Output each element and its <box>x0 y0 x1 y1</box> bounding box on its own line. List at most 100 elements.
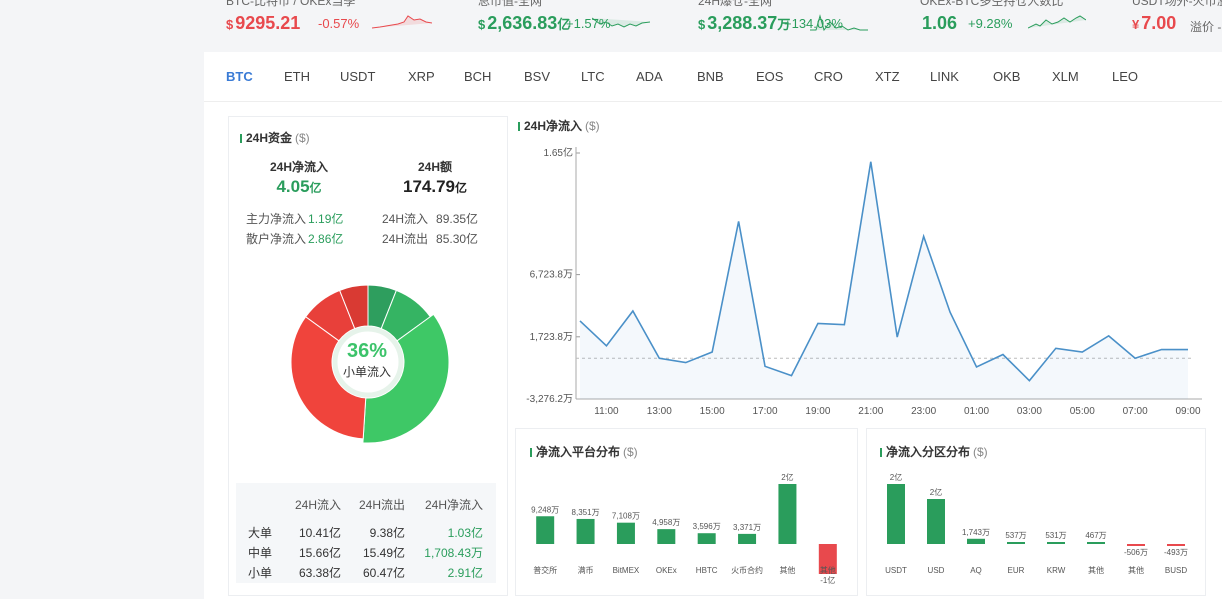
bar-category-label: 其他 <box>779 565 795 575</box>
bar[interactable] <box>967 538 985 544</box>
tab-eth[interactable]: ETH <box>284 69 310 84</box>
cell-out: 60.47亿 <box>362 566 405 580</box>
bar-value-label: -493万 <box>1164 548 1188 557</box>
bar-category-label: BitMEX <box>613 566 640 575</box>
ticker-value: ¥7.00 <box>1132 13 1177 33</box>
bar-category-label: EUR <box>1008 566 1025 575</box>
ticker-change: +1.57% <box>566 16 611 31</box>
ticker-long-short[interactable]: OKEx-BTC多空持仓人数比 1.06 +9.28% <box>920 0 1110 50</box>
tab-bsv[interactable]: BSV <box>524 69 551 84</box>
bar[interactable] <box>887 484 905 544</box>
bar[interactable] <box>1047 542 1065 544</box>
bar-value-label: -506万 <box>1124 548 1148 557</box>
ticker-title: 总市值-全网 <box>478 0 542 8</box>
x-tick-label: 07:00 <box>1123 406 1148 417</box>
tab-xrp[interactable]: XRP <box>408 69 435 84</box>
sparkline <box>1028 15 1086 29</box>
bar[interactable] <box>536 516 555 544</box>
ticker-title: USDT场外-火币溢价 <box>1132 0 1222 8</box>
ticker-value: $9295.21 <box>226 13 301 33</box>
tab-leo[interactable]: LEO <box>1112 69 1139 84</box>
ticker-liquidation[interactable]: 24H爆仓-全网 $3,288.37万 +134.03% <box>698 0 898 50</box>
tab-link[interactable]: LINK <box>930 69 959 84</box>
tab-eos[interactable]: EOS <box>756 69 784 84</box>
bar-category-label: 普交所 <box>533 565 557 575</box>
row-label: 大单 <box>248 526 273 540</box>
bar[interactable] <box>1127 544 1145 546</box>
bar[interactable] <box>697 533 716 544</box>
tab-xlm[interactable]: XLM <box>1052 69 1079 84</box>
coin-tabs: BTC ETH USDT XRP BCH BSV LTC ADA BNB EOS… <box>204 52 1222 102</box>
ticker-change: +134.03% <box>784 16 843 31</box>
bar[interactable] <box>778 484 797 544</box>
donut-slice[interactable] <box>339 284 369 330</box>
tab-bnb[interactable]: BNB <box>697 69 724 84</box>
tab-cro[interactable]: CRO <box>814 69 843 84</box>
bar-value-label: 467万 <box>1085 531 1106 540</box>
tab-btc[interactable]: BTC <box>226 69 253 84</box>
bar-value-label: 3,371万 <box>733 523 761 532</box>
volume-value: 174.79亿 <box>402 177 467 196</box>
series-line[interactable] <box>579 161 1188 382</box>
bar[interactable] <box>1087 542 1105 544</box>
bar-category-label: HBTC <box>696 566 718 575</box>
x-tick-label: 23:00 <box>911 406 936 417</box>
ticker-change: 溢价 - <box>1190 20 1222 34</box>
ticker-btc[interactable]: BTC-比特币 / OKEx当季 $9295.21 -0.57% <box>226 0 446 50</box>
bar[interactable] <box>1007 542 1025 544</box>
region-title: 净流入分区分布 ($) <box>880 443 988 460</box>
donut-slice[interactable] <box>362 313 450 444</box>
net-inflow-value: 4.05亿 <box>276 177 322 196</box>
bar-category-label: USD <box>928 566 945 575</box>
x-tick-label: 03:00 <box>1017 406 1042 417</box>
ticker-title: OKEx-BTC多空持仓人数比 <box>920 0 1064 8</box>
sparkline <box>810 14 868 32</box>
bar[interactable] <box>818 544 837 574</box>
sparkline <box>372 15 432 29</box>
x-tick-label: 13:00 <box>647 406 672 417</box>
tab-xtz[interactable]: XTZ <box>875 69 900 84</box>
bar-value-label: -1亿 <box>820 575 835 585</box>
ticker-usdt[interactable]: USDT场外-火币溢价 ¥7.00 溢价 - <box>1132 0 1222 50</box>
cell-in: 10.41亿 <box>298 526 341 540</box>
bar-category-label: 其他 <box>1128 565 1144 575</box>
donut-percent: 36% <box>346 340 388 362</box>
bar[interactable] <box>927 499 945 544</box>
row-label: 中单 <box>248 546 273 560</box>
bar-value-label: 7,108万 <box>612 512 640 521</box>
donut-center: 36% 小单流入 <box>327 340 407 380</box>
bar[interactable] <box>657 529 676 544</box>
main-inflow: 主力净流入 1.19亿 <box>246 212 344 226</box>
cell-net: 1,708.43万 <box>424 546 483 560</box>
donut-slice[interactable] <box>290 316 367 440</box>
tab-usdt[interactable]: USDT <box>340 69 376 84</box>
bar[interactable] <box>576 518 595 544</box>
tab-ada[interactable]: ADA <box>636 69 663 84</box>
area-fill <box>580 161 1188 399</box>
x-tick-label: 11:00 <box>594 406 619 417</box>
bar[interactable] <box>616 522 635 544</box>
table-header: 24H净流入 <box>424 498 483 512</box>
x-tick-label: 09:00 <box>1175 406 1200 417</box>
tab-ltc[interactable]: LTC <box>581 69 605 84</box>
bar-category-label: USDT <box>885 566 907 575</box>
table-header: 24H流出 <box>358 498 405 512</box>
ticker-value: $2,636.83亿 <box>478 13 571 33</box>
net-inflow-label: 24H净流入 <box>269 160 328 174</box>
x-tick-label: 05:00 <box>1070 406 1095 417</box>
net-inflow-chart: 1.65亿 6,723.8万 1,723.8万 -3,276.2万 11:00 13:00… <box>526 146 1202 417</box>
bar-category-label: OKEx <box>656 566 677 575</box>
row-label: 小单 <box>248 566 273 580</box>
ticker-value: 1.06 <box>922 13 958 33</box>
tab-bch[interactable]: BCH <box>464 69 492 84</box>
bar-category-label: 其他 <box>820 565 836 575</box>
ticker-title: BTC-比特币 / OKEx当季 <box>226 0 356 8</box>
bar[interactable] <box>738 533 757 544</box>
donut-label: 小单流入 <box>342 365 391 379</box>
cell-out: 9.38亿 <box>369 526 405 540</box>
tab-okb[interactable]: OKB <box>993 69 1021 84</box>
ticker-market-cap[interactable]: 总市值-全网 $2,636.83亿 +1.57% <box>478 0 678 50</box>
y-tick-label: 1.65亿 <box>544 146 573 159</box>
bar[interactable] <box>1167 544 1185 546</box>
